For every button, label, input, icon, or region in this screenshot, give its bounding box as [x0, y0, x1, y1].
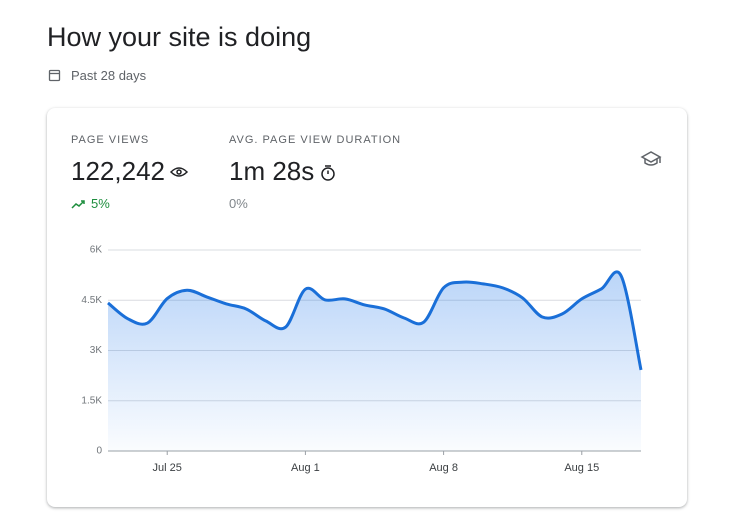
y-tick-label: 6K: [90, 245, 103, 256]
learn-icon[interactable]: [640, 151, 662, 166]
x-tick-label: Aug 15: [564, 462, 599, 474]
y-tick-label: 0: [96, 446, 102, 457]
metric-label: AVG. PAGE VIEW DURATION: [229, 134, 402, 146]
metric-value: 1m 28s: [229, 156, 315, 186]
y-tick-label: 3K: [90, 345, 103, 356]
y-tick-label: 1.5K: [81, 395, 102, 406]
metric-value: 122,242: [71, 156, 165, 186]
area: [108, 271, 641, 451]
y-tick-label: 4.5K: [81, 295, 102, 306]
timer-icon: [321, 165, 335, 181]
metric-change: 0%: [229, 196, 248, 211]
metric-label: PAGE VIEWS: [71, 134, 150, 146]
trend-icon: [71, 200, 85, 209]
line: [107, 270, 643, 371]
calendar-icon: [48, 69, 61, 82]
metric-change: 5%: [91, 196, 110, 211]
period-label: Past 28 days: [71, 68, 147, 83]
x-tick-label: Aug 8: [429, 462, 458, 474]
page-title: How your site is doing: [47, 22, 312, 52]
x-tick-label: Jul 25: [153, 462, 182, 474]
x-tick-label: Aug 1: [291, 462, 320, 474]
eye-icon: [169, 167, 189, 177]
